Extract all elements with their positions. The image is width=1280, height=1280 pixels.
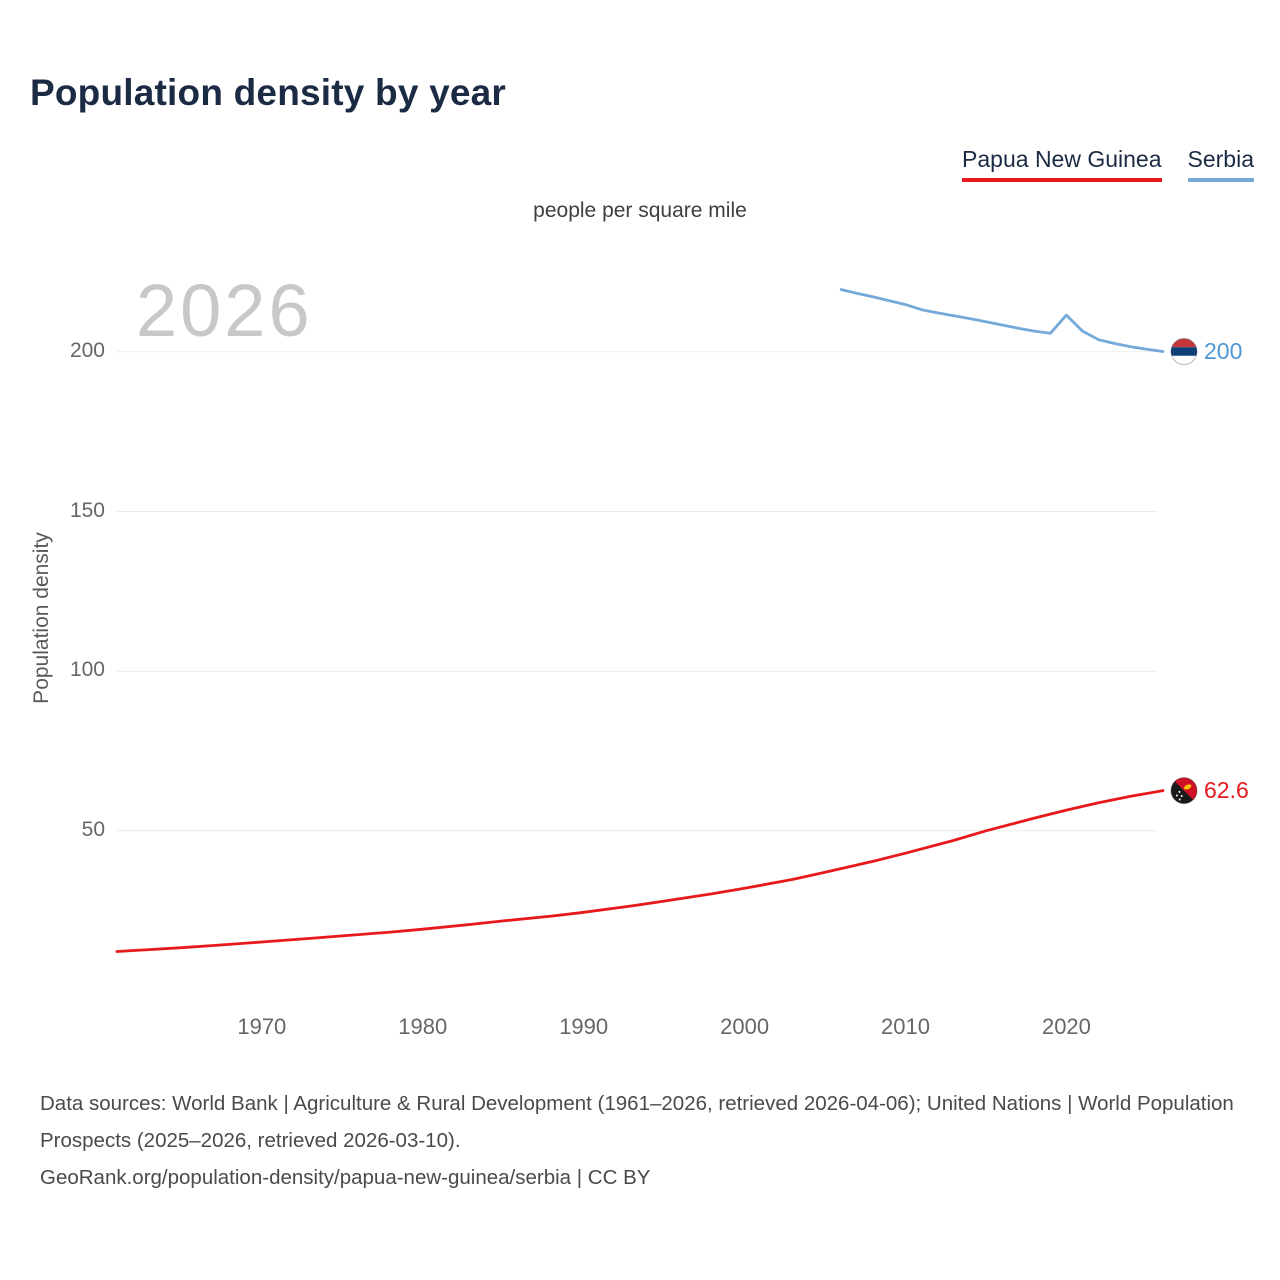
serbia-line[interactable] [839, 288, 1165, 353]
legend: Papua New Guinea Serbia [962, 146, 1254, 182]
y-tick-label-50: 50 [81, 817, 105, 841]
year-watermark: 2026 [136, 269, 313, 352]
x-tick-label-2020: 2020 [1041, 1014, 1091, 1039]
papua-new-guinea-flag-border [1170, 777, 1198, 805]
page-title: Population density by year [30, 72, 507, 113]
papua-new-guinea-flag-icon [1171, 777, 1197, 804]
serbia-flag-border [1170, 338, 1198, 366]
y-tick-label-100: 100 [69, 658, 105, 682]
x-tick-label-2010: 2010 [881, 1014, 930, 1039]
serbia-flag-icon [1171, 338, 1197, 365]
legend-item-serbia[interactable]: Serbia [1187, 146, 1254, 182]
x-tick-label-2000: 2000 [720, 1014, 770, 1039]
serbia-end-value: 200 [1204, 337, 1243, 364]
data-sources-text: Data sources: World Bank | Agriculture &… [40, 1092, 1234, 1152]
papua-new-guinea-line[interactable] [115, 789, 1165, 953]
x-tick-label-1970: 1970 [237, 1014, 287, 1039]
x-tick-label-1980: 1980 [398, 1014, 448, 1039]
unit-subtitle: people per square mile [533, 199, 747, 222]
x-tick-label-1990: 1990 [559, 1014, 609, 1039]
legend-item-papua-new-guinea[interactable]: Papua New Guinea [962, 146, 1162, 182]
footer: Data sources: World Bank | Agriculture &… [40, 1086, 1248, 1197]
papua-new-guinea-end-value: 62.6 [1204, 776, 1249, 803]
y-tick-label-150: 150 [69, 498, 105, 522]
y-tick-label-200: 200 [69, 338, 105, 362]
attribution-text: GeoRank.org/population-density/papua-new… [40, 1165, 651, 1189]
